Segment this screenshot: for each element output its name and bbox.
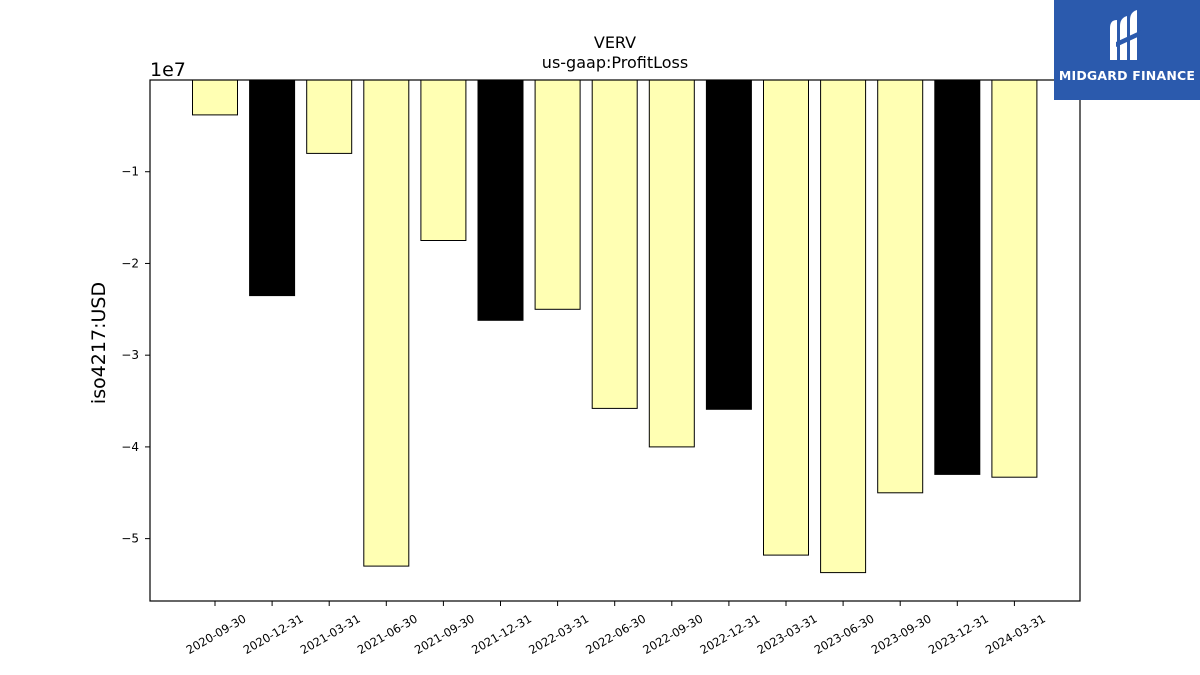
bar-2021-06-30 [363, 79, 410, 567]
x-tick-label: 2023-06-30 [812, 611, 877, 657]
x-tick-label: 2023-09-30 [869, 611, 934, 657]
bar-2021-09-30 [420, 79, 467, 241]
x-tick-label: 2022-06-30 [583, 611, 648, 657]
x-tick-label: 2022-03-31 [526, 611, 591, 657]
bar-2022-03-31 [534, 79, 581, 310]
x-tick-label: 2023-03-31 [755, 611, 820, 657]
x-ticks-group: 2020-09-302020-12-312021-03-312021-06-30… [184, 601, 1048, 657]
bar-2022-12-31 [705, 79, 752, 410]
brand-logo: MIDGARD FINANCE [1054, 0, 1200, 100]
y-offset-label: 1e7 [150, 59, 186, 81]
plot-frame [149, 79, 1081, 602]
midgard-logo-icon [1110, 10, 1142, 60]
x-tick-label: 2020-12-31 [241, 611, 306, 657]
bar-2023-03-31 [763, 79, 809, 556]
y-tick-label: −4 [121, 440, 139, 454]
bar-2020-09-30 [192, 79, 238, 116]
bars-group [192, 79, 1038, 574]
bar-2023-12-31 [934, 79, 981, 475]
chart-subtitle: us-gaap:ProfitLoss [542, 53, 688, 72]
x-tick-label: 2023-12-31 [926, 611, 991, 657]
y-tick-label: −2 [121, 256, 139, 270]
y-tick-label: −3 [121, 348, 139, 362]
x-tick-label: 2024-03-31 [983, 611, 1048, 657]
x-tick-label: 2021-06-30 [355, 611, 420, 657]
bar-2022-09-30 [648, 79, 695, 448]
x-tick-label: 2021-09-30 [412, 611, 477, 657]
y-axis-label: iso4217:USD [88, 282, 110, 404]
chart-title: VERV [594, 33, 636, 52]
y-tick-label: −1 [121, 165, 139, 179]
y-ticks-group: −1 −2 −3 −4 −5 [121, 165, 150, 546]
x-tick-label: 2022-12-31 [698, 611, 763, 657]
bar-2023-09-30 [877, 79, 924, 494]
y-tick-label: −5 [121, 532, 139, 546]
bar-2023-06-30 [820, 79, 867, 574]
bar-2024-03-31 [991, 79, 1038, 478]
bar-2020-12-31 [249, 79, 296, 297]
brand-name: MIDGARD FINANCE [1058, 68, 1196, 83]
bar-2021-03-31 [306, 79, 353, 154]
x-tick-label: 2021-12-31 [469, 611, 534, 657]
x-tick-label: 2021-03-31 [298, 611, 363, 657]
x-tick-label: 2022-09-30 [640, 611, 705, 657]
x-tick-label: 2020-09-30 [184, 611, 249, 657]
bar-2022-06-30 [591, 79, 638, 409]
bar-2021-12-31 [477, 79, 524, 321]
